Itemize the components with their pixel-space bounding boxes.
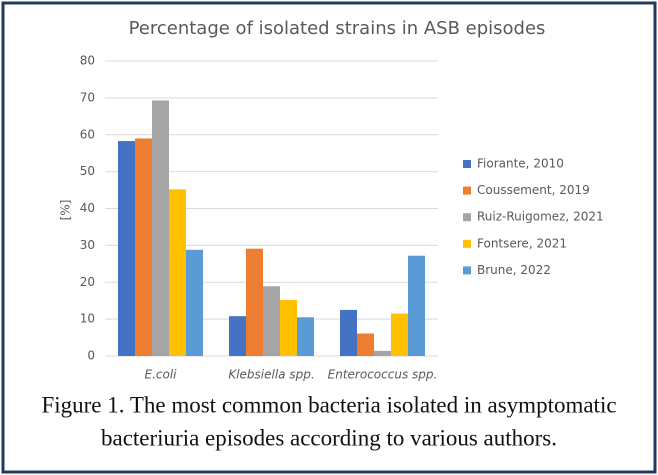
bar (152, 100, 169, 356)
legend-label: Fiorante, 2010 (477, 157, 564, 171)
legend-label: Ruiz-Ruigomez, 2021 (477, 210, 604, 224)
y-tick-label: 50 (80, 164, 95, 178)
bar (408, 255, 425, 356)
bar (297, 317, 314, 356)
legend-label: Coussement, 2019 (477, 183, 590, 197)
bar (229, 316, 246, 356)
legend-swatch (463, 239, 471, 248)
legend-label: Brune, 2022 (477, 263, 551, 277)
legend-label: Fontsere, 2021 (477, 236, 567, 250)
y-tick-label: 20 (80, 275, 95, 289)
y-tick-label: 60 (80, 127, 95, 141)
caption: Figure 1. The most common bacteria isola… (41, 392, 616, 417)
caption: bacteriuria episodes according to variou… (101, 425, 557, 450)
bar (135, 138, 152, 356)
legend-swatch (463, 186, 471, 195)
y-tick-label: 70 (80, 90, 95, 104)
bar (246, 248, 263, 356)
y-tick-label: 40 (80, 201, 95, 215)
legend-swatch (463, 160, 471, 168)
legend-swatch (463, 266, 471, 275)
chart-title: Percentage of isolated strains in ASB ep… (129, 18, 546, 39)
bar (280, 299, 297, 356)
x-tick-label: E.coli (144, 368, 177, 382)
y-tick-label: 30 (80, 238, 95, 252)
y-tick-label: 80 (80, 54, 95, 68)
bar (391, 313, 408, 356)
y-tick-label: 10 (80, 312, 95, 326)
bar (169, 189, 186, 356)
y-axis-label: [%] (59, 200, 73, 221)
x-tick-label: Klebsiella spp. (228, 368, 314, 382)
bar (340, 309, 357, 356)
y-tick-label: 0 (87, 349, 95, 363)
legend-swatch (463, 213, 471, 222)
bar (118, 141, 135, 356)
bar (263, 286, 280, 356)
bar (186, 249, 203, 356)
bar (357, 333, 374, 356)
x-tick-label: Enterococcus spp. (328, 368, 438, 382)
bar (374, 350, 391, 356)
